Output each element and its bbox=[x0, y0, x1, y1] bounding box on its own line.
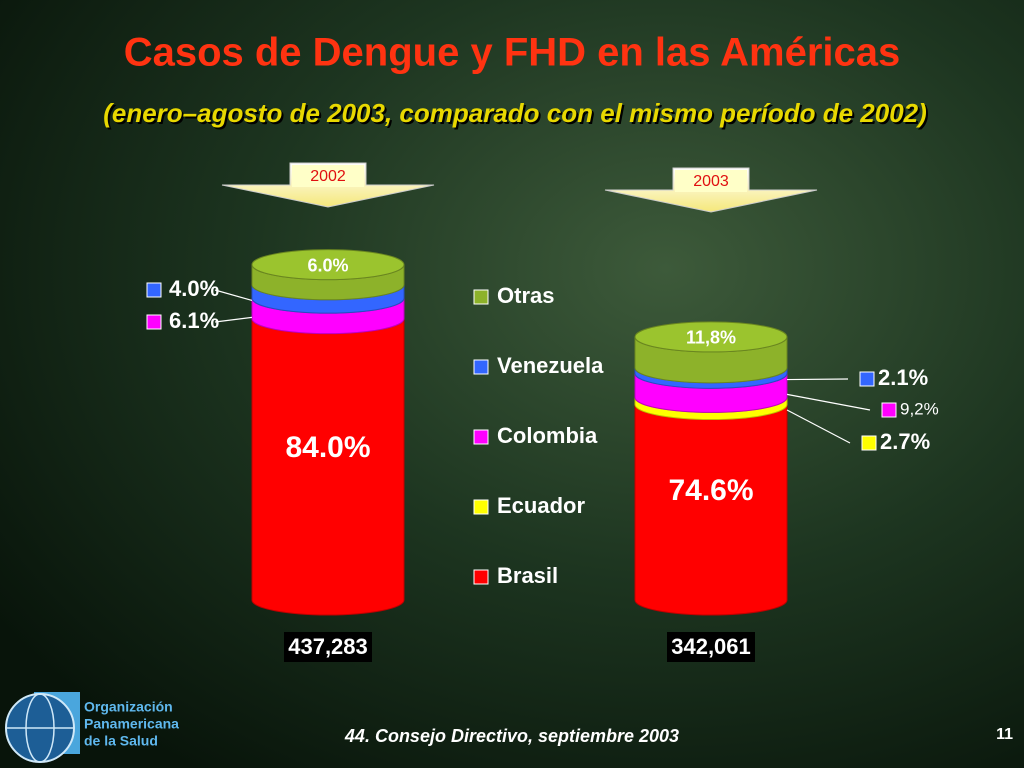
footer-text: 44. Consejo Directivo, septiembre 2003 bbox=[344, 726, 679, 746]
legend-label: Brasil bbox=[497, 563, 558, 588]
leader-line bbox=[786, 378, 849, 381]
bar-top bbox=[251, 249, 405, 281]
legend-label: Venezuela bbox=[497, 353, 604, 378]
bar-segment bbox=[634, 404, 788, 616]
subtitle: (enero–agosto de 2003, comparado con el … bbox=[103, 98, 927, 128]
logo-text: Panamericana bbox=[84, 716, 179, 732]
legend-label: Colombia bbox=[497, 423, 598, 448]
legend-swatch bbox=[473, 569, 489, 585]
label-swatch bbox=[859, 371, 875, 387]
value-label: 4.0% bbox=[169, 276, 219, 301]
total-box bbox=[667, 632, 755, 662]
value-label: 11,8% bbox=[686, 328, 736, 348]
label-swatch bbox=[146, 314, 162, 330]
bar-segment bbox=[251, 318, 405, 616]
label-swatch bbox=[881, 402, 897, 418]
logo-text: de la Salud bbox=[84, 733, 158, 749]
value-label: 6.0% bbox=[307, 255, 348, 275]
leader-line bbox=[214, 289, 253, 302]
value-label: 74.6% bbox=[668, 474, 753, 507]
total-label: 437,283 bbox=[288, 634, 368, 659]
value-label: 2.1% bbox=[878, 365, 928, 390]
category-box bbox=[675, 170, 747, 192]
value-label: 84.0% bbox=[285, 431, 370, 464]
legend-label: Otras bbox=[497, 283, 554, 308]
value-label: 6.1% bbox=[169, 308, 219, 333]
legend-swatch bbox=[473, 499, 489, 515]
legend-swatch bbox=[473, 429, 489, 445]
leader-line bbox=[786, 393, 871, 411]
bar-top bbox=[634, 321, 788, 353]
legend-label: Ecuador bbox=[497, 493, 585, 518]
subtitle-shadow: (enero–agosto de 2003, comparado con el … bbox=[105, 100, 929, 130]
value-label: 2.7% bbox=[880, 429, 930, 454]
slide-title: Casos de Dengue y FHD en las Américas bbox=[124, 31, 901, 75]
category-label: 2003 bbox=[693, 173, 729, 190]
category-label: 2002 bbox=[310, 168, 346, 185]
leader-line bbox=[786, 409, 851, 444]
category-box bbox=[292, 165, 364, 187]
label-swatch bbox=[861, 435, 877, 451]
logo-text: Organización bbox=[84, 699, 173, 715]
total-label: 342,061 bbox=[671, 634, 751, 659]
leader-line bbox=[214, 316, 253, 323]
legend-swatch bbox=[473, 289, 489, 305]
page-number: 11 bbox=[996, 726, 1013, 743]
total-box bbox=[284, 632, 372, 662]
legend-swatch bbox=[473, 359, 489, 375]
value-label: 9,2% bbox=[900, 399, 939, 418]
logo: Organización Panamericana de la Salud bbox=[5, 692, 179, 763]
label-swatch bbox=[146, 282, 162, 298]
